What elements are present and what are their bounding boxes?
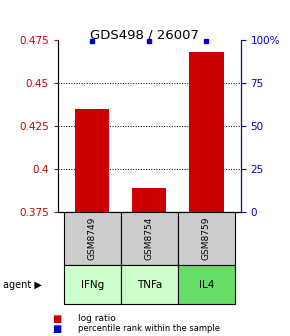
Text: GSM8754: GSM8754 <box>145 217 154 260</box>
Bar <box>121 212 178 265</box>
Bar <box>64 212 121 265</box>
Text: GSM8749: GSM8749 <box>88 217 97 260</box>
Bar <box>178 265 235 304</box>
Text: agent ▶: agent ▶ <box>3 280 42 290</box>
Text: ■: ■ <box>52 313 61 324</box>
Text: GSM8759: GSM8759 <box>202 217 211 260</box>
Bar <box>75 109 109 212</box>
Text: ■: ■ <box>52 324 61 334</box>
Bar <box>189 52 224 212</box>
Text: TNFa: TNFa <box>137 280 162 290</box>
Bar <box>178 212 235 265</box>
Bar <box>121 265 178 304</box>
Text: percentile rank within the sample: percentile rank within the sample <box>78 324 220 333</box>
Bar <box>64 265 121 304</box>
Text: IL4: IL4 <box>199 280 214 290</box>
Text: IFNg: IFNg <box>81 280 104 290</box>
Bar <box>132 188 166 212</box>
Text: log ratio: log ratio <box>78 314 116 323</box>
Text: GDS498 / 26007: GDS498 / 26007 <box>90 29 200 42</box>
